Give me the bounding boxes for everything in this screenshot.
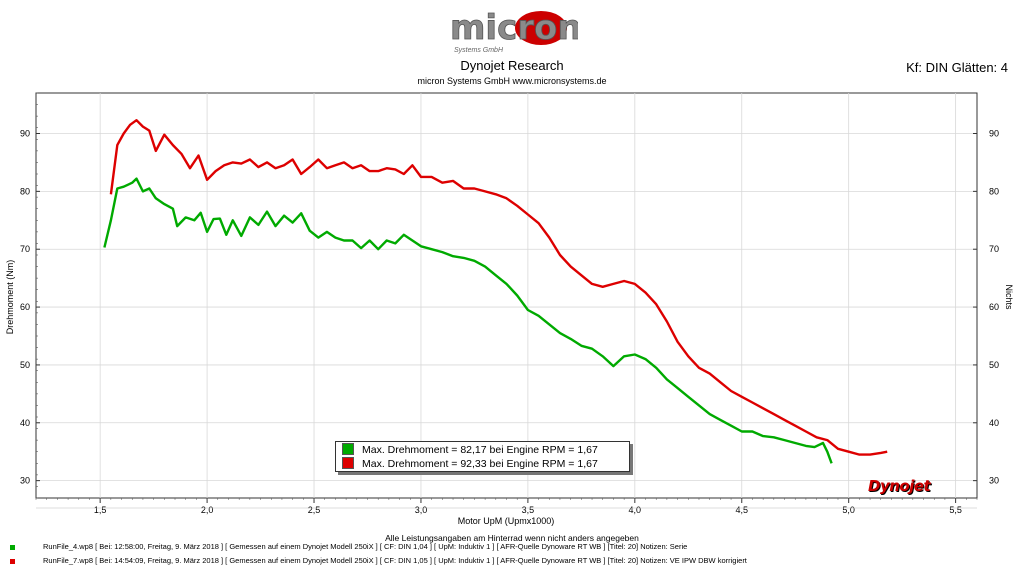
legend: Max. Drehmoment = 82,17 bei Engine RPM =… [335,441,630,472]
y-tick-label: 80 [20,186,30,196]
y-tick-label: 30 [20,476,30,486]
x-tick-label: 2,5 [308,505,321,515]
y-axis-label: Drehmoment (Nm) [5,260,15,335]
x-tick-label: 4,5 [735,505,748,515]
series-line-red [109,119,888,456]
run-text-1: RunFile_4.wp8 [ Bei: 12:58:00, Freitag, … [43,542,688,551]
x-tick-label: 1,5 [94,505,107,515]
micron-logo: micron Systems GmbH [450,8,578,54]
plot-frame [35,92,978,499]
y-tick-label: 40 [20,418,30,428]
axes: 30 30 40 40 50 50 60 60 70 70 80 80 90 90 1,5 2,0 2,5 3,0… [20,92,999,515]
chart-title: Dynojet Research [460,58,564,73]
logo-subtext: Systems GmbH [454,47,504,54]
x-tick-label: 4,0 [629,505,642,515]
legend-swatch-red [342,457,354,470]
y2-tick-label: 90 [989,129,999,139]
x-axis-label: Motor UpM (Upmx1000) [458,516,555,526]
y2-tick-label: 60 [989,302,999,312]
run-color-red [10,558,15,564]
y2-tick-label: 50 [989,360,999,370]
series [103,119,888,464]
series-line-green [103,177,833,464]
x-tick-label: 2,0 [201,505,214,515]
x-tick-label: 5,0 [842,505,855,515]
legend-text-red: Max. Drehmoment = 92,33 bei Engine RPM =… [362,458,598,470]
grid [36,93,977,498]
x-tick-label: 5,5 [949,505,962,515]
y-tick-label: 90 [20,129,30,139]
y2-tick-label: 40 [989,418,999,428]
kf-label: Kf: DIN Glätten: 4 [906,60,1008,75]
chart-subtitle: micron Systems GmbH www.micronsystems.de [417,76,607,86]
y2-tick-label: 30 [989,476,999,486]
run-text-2: RunFile_7.wp8 [ Bei: 14:54:09, Freitag, … [43,556,747,565]
footer-notice: Alle Leistungsangaben am Hinterrad wenn … [385,533,639,543]
legend-text-green: Max. Drehmoment = 82,17 bei Engine RPM =… [362,444,598,456]
y2-tick-label: 70 [989,244,999,254]
logo-text: micron [450,8,578,48]
legend-swatch-green [342,443,354,456]
run-color-green [10,544,15,550]
plot-area [35,92,978,499]
y-tick-label: 60 [20,302,30,312]
x-tick-label: 3,0 [415,505,428,515]
legend-item-green: Max. Drehmoment = 82,17 bei Engine RPM =… [342,443,598,457]
legend-item-red: Max. Drehmoment = 92,33 bei Engine RPM =… [342,457,598,471]
run-info-2: RunFile_7.wp8 [ Bei: 14:54:09, Freitag, … [10,556,747,565]
dynojet-logo: Dynojet [868,477,931,495]
y2-tick-label: 80 [989,186,999,196]
y2-axis-label: Nichts [1004,284,1014,310]
y-tick-label: 70 [20,244,30,254]
x-tick-label: 3,5 [522,505,535,515]
y-tick-label: 50 [20,360,30,370]
run-info-1: RunFile_4.wp8 [ Bei: 12:58:00, Freitag, … [10,542,687,551]
logo-swoosh [515,11,567,45]
